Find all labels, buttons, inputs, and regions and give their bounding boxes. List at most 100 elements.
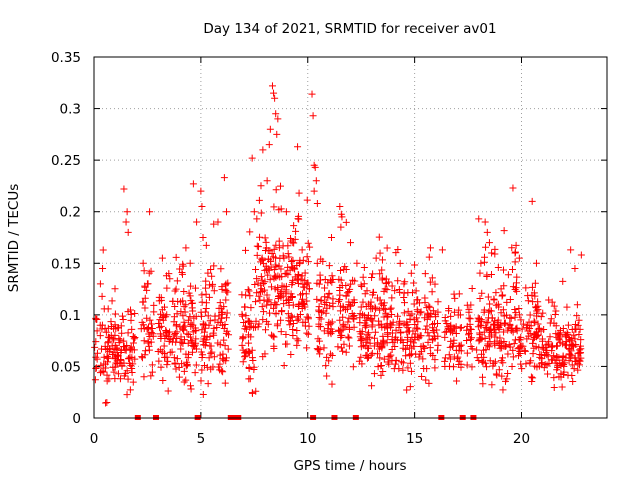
data-point	[289, 326, 297, 334]
data-point	[128, 354, 136, 362]
data-point	[278, 307, 286, 315]
data-point	[529, 298, 537, 306]
data-point	[370, 370, 378, 378]
data-point	[339, 320, 347, 328]
data-point	[376, 354, 384, 362]
data-point	[301, 322, 309, 330]
data-point	[303, 196, 311, 204]
data-point	[131, 310, 139, 318]
data-point	[375, 345, 383, 353]
data-point	[334, 343, 342, 351]
data-point	[434, 298, 442, 306]
data-point	[202, 284, 210, 292]
data-point	[277, 328, 285, 336]
data-point	[313, 259, 321, 267]
data-point	[529, 339, 537, 347]
data-point	[518, 325, 526, 333]
data-point	[220, 336, 228, 344]
data-point	[96, 321, 104, 329]
data-point	[124, 329, 132, 337]
data-point	[377, 371, 385, 379]
data-point	[535, 362, 543, 370]
data-point	[180, 367, 188, 375]
data-point	[190, 342, 198, 350]
data-point	[336, 316, 344, 324]
data-point	[258, 255, 266, 263]
data-point	[188, 299, 196, 307]
data-point	[289, 320, 297, 328]
data-point	[272, 310, 280, 318]
data-point	[104, 338, 112, 346]
data-point	[204, 312, 212, 320]
data-point	[457, 323, 465, 331]
data-point	[187, 337, 195, 345]
data-point	[200, 332, 208, 340]
data-point	[98, 367, 106, 375]
data-point	[490, 320, 498, 328]
data-point	[171, 302, 179, 310]
data-point	[383, 313, 391, 321]
data-point	[289, 276, 297, 284]
data-point	[264, 320, 272, 328]
data-point	[182, 301, 190, 309]
data-point	[533, 312, 541, 320]
data-point	[146, 208, 154, 216]
data-point	[144, 338, 152, 346]
data-point	[500, 328, 508, 336]
data-point	[550, 383, 558, 391]
data-point	[117, 357, 125, 365]
data-point	[303, 253, 311, 261]
data-point	[179, 312, 187, 320]
data-point	[271, 94, 279, 102]
data-point	[270, 89, 278, 97]
data-point	[92, 365, 100, 373]
data-point	[404, 307, 412, 315]
data-point	[191, 284, 199, 292]
data-point	[518, 365, 526, 373]
data-point	[344, 333, 352, 341]
data-point	[399, 359, 407, 367]
data-point	[505, 341, 513, 349]
data-point	[511, 249, 519, 257]
data-point	[105, 333, 113, 341]
data-point	[186, 292, 194, 300]
data-point	[365, 344, 373, 352]
data-point	[498, 292, 506, 300]
data-point	[118, 362, 126, 370]
data-point	[140, 337, 148, 345]
data-point	[250, 208, 258, 216]
data-point	[370, 342, 378, 350]
data-point	[425, 253, 433, 261]
data-point	[388, 310, 396, 318]
data-point	[486, 338, 494, 346]
data-point	[467, 342, 475, 350]
data-point	[353, 259, 361, 267]
data-point	[289, 264, 297, 272]
data-point	[391, 342, 399, 350]
data-point	[175, 363, 183, 371]
data-point	[568, 337, 576, 345]
data-point	[264, 271, 272, 279]
data-point	[249, 356, 257, 364]
data-point	[380, 355, 388, 363]
data-point	[289, 331, 297, 339]
data-point	[247, 319, 255, 327]
data-point	[239, 333, 247, 341]
data-point	[528, 197, 536, 205]
data-point	[507, 314, 515, 322]
data-point	[295, 315, 303, 323]
data-point	[527, 373, 535, 381]
data-point	[463, 337, 471, 345]
data-point	[277, 182, 285, 190]
data-point	[328, 352, 336, 360]
data-point	[263, 291, 271, 299]
data-point	[370, 288, 378, 296]
data-point	[360, 280, 368, 288]
data-point	[450, 353, 458, 361]
data-point	[246, 318, 254, 326]
data-point	[351, 277, 359, 285]
chart-title: Day 134 of 2021, SRMTID for receiver av0…	[203, 21, 496, 37]
data-point	[400, 299, 408, 307]
data-point	[501, 377, 509, 385]
data-point	[558, 383, 566, 391]
